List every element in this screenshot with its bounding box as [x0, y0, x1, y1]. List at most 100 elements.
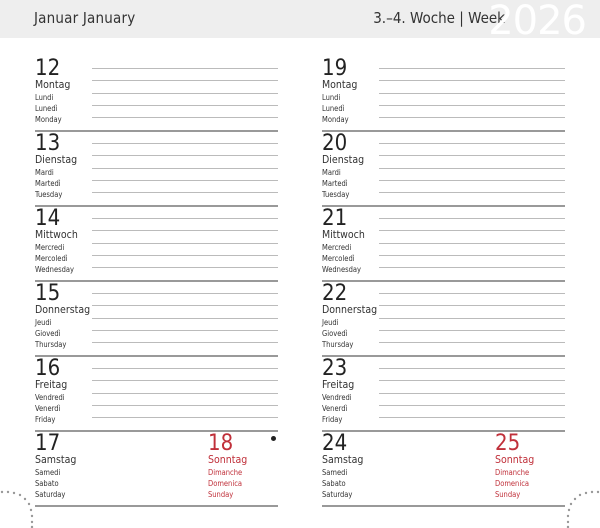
day-name-fr: Jeudi	[35, 318, 52, 327]
writing-line[interactable]	[92, 230, 278, 232]
writing-line[interactable]	[92, 117, 278, 119]
day-name-en: Wednesday	[35, 265, 75, 274]
writing-line[interactable]	[92, 380, 278, 382]
writing-line[interactable]	[92, 392, 278, 394]
writing-line[interactable]	[92, 242, 278, 244]
writing-line[interactable]	[92, 143, 278, 144]
day-name-fr: Samedi	[35, 468, 61, 477]
writing-line[interactable]	[379, 192, 565, 194]
writing-line[interactable]	[92, 254, 278, 256]
day-separator	[322, 130, 565, 132]
day-name: Sonntag	[208, 454, 248, 466]
day-number: 15	[35, 281, 61, 306]
day-number: 16	[35, 356, 61, 381]
day-number: 24	[322, 431, 348, 456]
writing-line[interactable]	[92, 293, 278, 294]
writing-line[interactable]	[92, 342, 278, 344]
writing-line[interactable]	[379, 380, 565, 382]
day-name-it: Giovedì	[35, 329, 61, 338]
writing-line[interactable]	[92, 167, 278, 169]
writing-line[interactable]	[379, 254, 565, 256]
writing-line[interactable]	[92, 329, 278, 331]
ring-binding-left-icon	[0, 490, 34, 528]
day-name: Freitag	[322, 379, 355, 391]
writing-line[interactable]	[379, 179, 565, 181]
writing-line[interactable]	[92, 68, 278, 69]
writing-line[interactable]	[92, 305, 278, 307]
day-number: 20	[322, 131, 348, 156]
writing-line[interactable]	[92, 80, 278, 82]
day-separator	[35, 280, 278, 282]
writing-line[interactable]	[92, 267, 278, 269]
ring-binding-right-icon	[566, 490, 600, 528]
writing-line[interactable]	[379, 68, 565, 69]
writing-line[interactable]	[92, 104, 278, 106]
writing-line[interactable]	[379, 80, 565, 82]
month-title: Januar January	[34, 9, 136, 27]
writing-line[interactable]	[379, 329, 565, 331]
day-name-fr: Vendredi	[322, 393, 352, 402]
writing-line[interactable]	[92, 368, 278, 369]
day-name-it: Lunedì	[35, 104, 58, 113]
writing-line[interactable]	[92, 417, 278, 419]
day-separator	[35, 355, 278, 357]
day-number: 12	[35, 56, 61, 81]
writing-line[interactable]	[379, 417, 565, 419]
writing-line[interactable]	[379, 305, 565, 307]
writing-line[interactable]	[379, 317, 565, 319]
day-name-en: Thursday	[322, 340, 354, 349]
writing-line[interactable]	[379, 404, 565, 406]
day-separator	[35, 205, 278, 207]
writing-line[interactable]	[92, 404, 278, 406]
writing-line[interactable]	[379, 143, 565, 144]
writing-line[interactable]	[379, 117, 565, 119]
day-name-en: Monday	[322, 115, 349, 124]
writing-line[interactable]	[379, 368, 565, 369]
writing-line[interactable]	[379, 293, 565, 294]
writing-line[interactable]	[379, 104, 565, 106]
writing-line[interactable]	[379, 242, 565, 244]
day-number: 14	[35, 206, 61, 231]
bottom-rule	[322, 505, 565, 507]
writing-line[interactable]	[379, 155, 565, 157]
week-range: 3.–4. Woche | Week	[373, 9, 505, 27]
day-name: Donnerstag	[35, 304, 91, 316]
day-name-it: Martedì	[322, 179, 348, 188]
writing-line[interactable]	[379, 342, 565, 344]
day-entry: 15 Donnerstag Jeudi Giovedì Thursday	[35, 280, 278, 355]
day-name-fr: Jeudi	[322, 318, 339, 327]
day-name-en: Saturday	[35, 490, 66, 499]
page-header: Januar January 3.–4. Woche | Week 2026	[0, 0, 600, 44]
day-name: Samstag	[322, 454, 364, 466]
day-entry: 23 Freitag Vendredi Venerdì Friday	[322, 355, 565, 430]
writing-line[interactable]	[92, 192, 278, 194]
day-separator	[35, 430, 278, 432]
day-name-it: Domenica	[495, 479, 530, 488]
writing-line[interactable]	[92, 155, 278, 157]
writing-line[interactable]	[379, 392, 565, 394]
day-name-en: Tuesday	[35, 190, 63, 199]
writing-line[interactable]	[92, 218, 278, 219]
writing-line[interactable]	[379, 267, 565, 269]
day-entry: 20 Dienstag Mardi Martedì Tuesday	[322, 130, 565, 205]
writing-line[interactable]	[379, 167, 565, 169]
writing-line[interactable]	[92, 179, 278, 181]
writing-line[interactable]	[379, 92, 565, 94]
day-number: 21	[322, 206, 348, 231]
day-number: 23	[322, 356, 348, 381]
day-name-it: Venerdì	[322, 404, 348, 413]
day-name-it: Mercoledì	[322, 254, 355, 263]
day-name-en: Thursday	[35, 340, 67, 349]
year-label: 2026	[488, 0, 587, 44]
day-separator	[35, 130, 278, 132]
writing-line[interactable]	[379, 230, 565, 232]
writing-line[interactable]	[92, 92, 278, 94]
day-name-en: Friday	[35, 415, 56, 424]
writing-line[interactable]	[92, 317, 278, 319]
writing-line[interactable]	[379, 218, 565, 219]
day-name: Montag	[322, 79, 358, 91]
day-entry: 21 Mittwoch Mercredi Mercoledì Wednesday	[322, 205, 565, 280]
day-name-it: Mercoledì	[35, 254, 68, 263]
day-name-en: Sunday	[495, 490, 521, 499]
day-name-fr: Vendredi	[35, 393, 65, 402]
